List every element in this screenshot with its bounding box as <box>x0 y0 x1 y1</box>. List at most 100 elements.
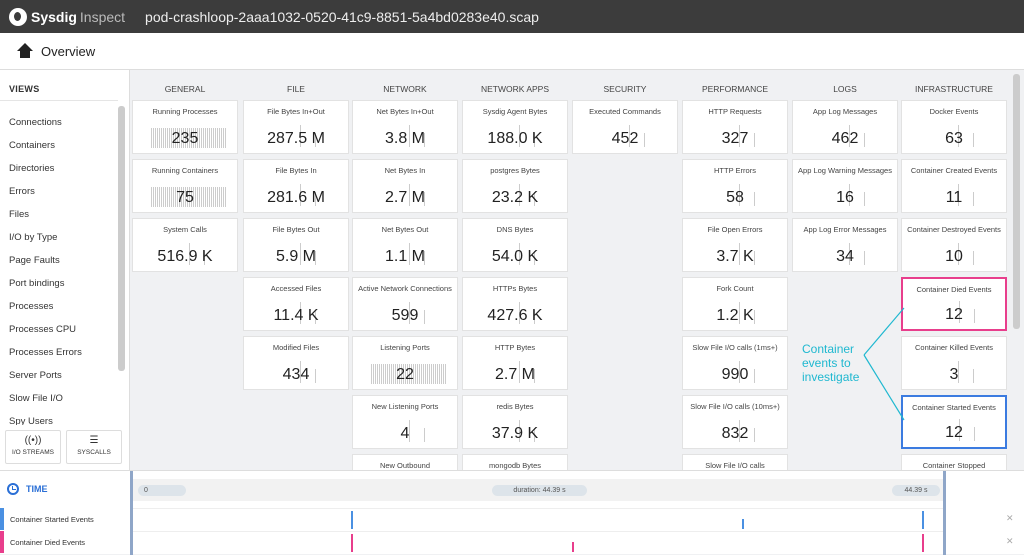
metric-tile[interactable]: Running Containers 75 <box>132 159 238 213</box>
sparkline <box>754 251 755 265</box>
sparkline <box>151 128 227 148</box>
sidebar-item[interactable]: Directories <box>9 163 55 174</box>
close-icon[interactable]: ✕ <box>1006 536 1014 546</box>
sidebar-item[interactable]: Spy Users <box>9 416 53 425</box>
metric-value: 1.1 M <box>384 248 425 265</box>
metric-tile[interactable]: App Log Messages 462 <box>792 100 898 154</box>
sparkline <box>849 125 850 147</box>
metric-tile[interactable]: Net Bytes In 2.7 M <box>352 159 458 213</box>
metric-tile[interactable]: Container Stopped <box>901 454 1007 470</box>
metric-tile[interactable]: App Log Error Messages 34 <box>792 218 898 272</box>
sidebar-item[interactable]: Errors <box>9 186 35 197</box>
metric-tile[interactable]: New Outbound <box>352 454 458 470</box>
metric-value: 599 <box>391 307 419 324</box>
event-track-started[interactable] <box>132 508 944 530</box>
metric-tile[interactable]: Slow File I/O calls (10ms+) 832 <box>682 395 788 449</box>
sparkline <box>959 419 960 441</box>
sidebar-item[interactable]: I/O by Type <box>9 232 58 243</box>
metric-tile[interactable]: Container Killed Events 3 <box>901 336 1007 390</box>
main-scrollbar[interactable] <box>1013 74 1020 329</box>
close-icon[interactable]: ✕ <box>1006 513 1014 523</box>
metric-tile[interactable]: DNS Bytes 54.0 K <box>462 218 568 272</box>
event-row-died[interactable]: Container Died Events <box>0 531 130 553</box>
metric-tile[interactable]: redis Bytes 37.9 K <box>462 395 568 449</box>
metric-label: Slow File I/O calls (10ms+) <box>690 402 780 411</box>
metric-tile[interactable]: Slow File I/O calls (1ms+) 990 <box>682 336 788 390</box>
metric-tile[interactable]: postgres Bytes 23.2 K <box>462 159 568 213</box>
sidebar-item[interactable]: Processes Errors <box>9 347 82 358</box>
metric-tile[interactable]: HTTP Errors 58 <box>682 159 788 213</box>
metric-tile[interactable]: mongodb Bytes <box>462 454 568 470</box>
time-track[interactable]: 0 duration: 44.39 s 44.39 s <box>132 479 944 501</box>
sparkline <box>204 251 205 265</box>
metric-tile[interactable]: Docker Events 63 <box>901 100 1007 154</box>
sparkline <box>424 310 425 324</box>
metric-tile[interactable]: Accessed Files 11.4 K <box>243 277 349 331</box>
annotation-arrows <box>863 307 905 421</box>
metric-value: 1.2 K <box>716 307 754 324</box>
timeline-right-handle[interactable] <box>943 471 946 555</box>
event-color-bar <box>0 531 4 553</box>
metric-value: 12 <box>945 424 963 441</box>
metric-label: App Log Messages <box>812 107 878 116</box>
syscalls-button[interactable]: ☰ SYSCALLS <box>66 430 122 464</box>
metric-tile[interactable]: Running Processes 235 <box>132 100 238 154</box>
metric-tile[interactable]: File Open Errors 3.7 K <box>682 218 788 272</box>
metric-tile[interactable]: Net Bytes In+Out 3.8 M <box>352 100 458 154</box>
metric-tile[interactable]: Container Created Events 11 <box>901 159 1007 213</box>
metric-tile[interactable]: Listening Ports 22 <box>352 336 458 390</box>
sidebar-item[interactable]: Slow File I/O <box>9 393 63 404</box>
metric-tile[interactable]: HTTPs Bytes 427.6 K <box>462 277 568 331</box>
metric-tile[interactable]: Executed Commands 452 <box>572 100 678 154</box>
metric-tile[interactable]: Slow File I/O calls <box>682 454 788 470</box>
event-track-died[interactable] <box>132 531 944 553</box>
metric-value: 2.7 M <box>494 366 535 383</box>
home-icon[interactable] <box>17 43 33 59</box>
sparkline <box>739 184 740 206</box>
sparkline <box>754 133 755 147</box>
metric-tile[interactable]: Net Bytes Out 1.1 M <box>352 218 458 272</box>
metric-tile[interactable]: File Bytes In 281.6 M <box>243 159 349 213</box>
sidebar-item[interactable]: Containers <box>9 140 55 151</box>
metric-label: HTTP Requests <box>708 107 762 116</box>
arrow-to-started <box>863 354 905 421</box>
metric-tile[interactable]: HTTP Requests 327 <box>682 100 788 154</box>
metric-value: 287.5 M <box>267 130 325 147</box>
metric-tile[interactable]: Container Died Events 12 <box>901 277 1007 331</box>
metric-tile[interactable]: File Bytes Out 5.9 M <box>243 218 349 272</box>
sidebar-item[interactable]: Processes <box>9 301 54 312</box>
sidebar-item[interactable]: Port bindings <box>9 278 65 289</box>
metric-tile[interactable]: Sysdig Agent Bytes 188.0 K <box>462 100 568 154</box>
io-streams-button[interactable]: ((•)) I/O STREAMS <box>5 430 61 464</box>
metric-tile[interactable]: HTTP Bytes 2.7 M <box>462 336 568 390</box>
column-header: LOGS <box>833 84 857 94</box>
metric-tile[interactable]: App Log Warning Messages 16 <box>792 159 898 213</box>
timeline-left-handle[interactable] <box>130 471 133 555</box>
sparkline <box>534 310 535 324</box>
metric-tile[interactable]: File Bytes In+Out 287.5 M <box>243 100 349 154</box>
metric-tile[interactable]: Modified Files 434 <box>243 336 349 390</box>
sparkline <box>315 369 316 383</box>
metric-label: Container Stopped <box>922 461 986 470</box>
sidebar-item[interactable]: Processes CPU <box>9 324 77 335</box>
metric-tile[interactable]: Active Network Connections 599 <box>352 277 458 331</box>
sidebar-item[interactable]: Connections <box>9 117 62 128</box>
metric-label: File Bytes In <box>275 166 317 175</box>
sidebar-item[interactable]: Files <box>9 209 30 220</box>
metric-tile[interactable]: Fork Count 1.2 K <box>682 277 788 331</box>
sparkline <box>300 184 301 206</box>
sidebar-item[interactable]: Page Faults <box>9 255 60 266</box>
sparkline <box>739 125 740 147</box>
event-row-started[interactable]: Container Started Events <box>0 508 130 530</box>
sparkline <box>300 243 301 265</box>
metric-tile[interactable]: System Calls 516.9 K <box>132 218 238 272</box>
sidebar-item[interactable]: Server Ports <box>9 370 62 381</box>
sparkline <box>629 125 630 147</box>
metric-tile[interactable]: New Listening Ports 4 <box>352 395 458 449</box>
metric-label: Net Bytes In+Out <box>376 107 434 116</box>
metric-tile[interactable]: Container Started Events 12 <box>901 395 1007 449</box>
sidebar-scrollbar[interactable] <box>118 106 125 371</box>
metric-label: Fork Count <box>716 284 754 293</box>
sysdig-logo-icon <box>9 7 27 26</box>
metric-tile[interactable]: Container Destroyed Events 10 <box>901 218 1007 272</box>
